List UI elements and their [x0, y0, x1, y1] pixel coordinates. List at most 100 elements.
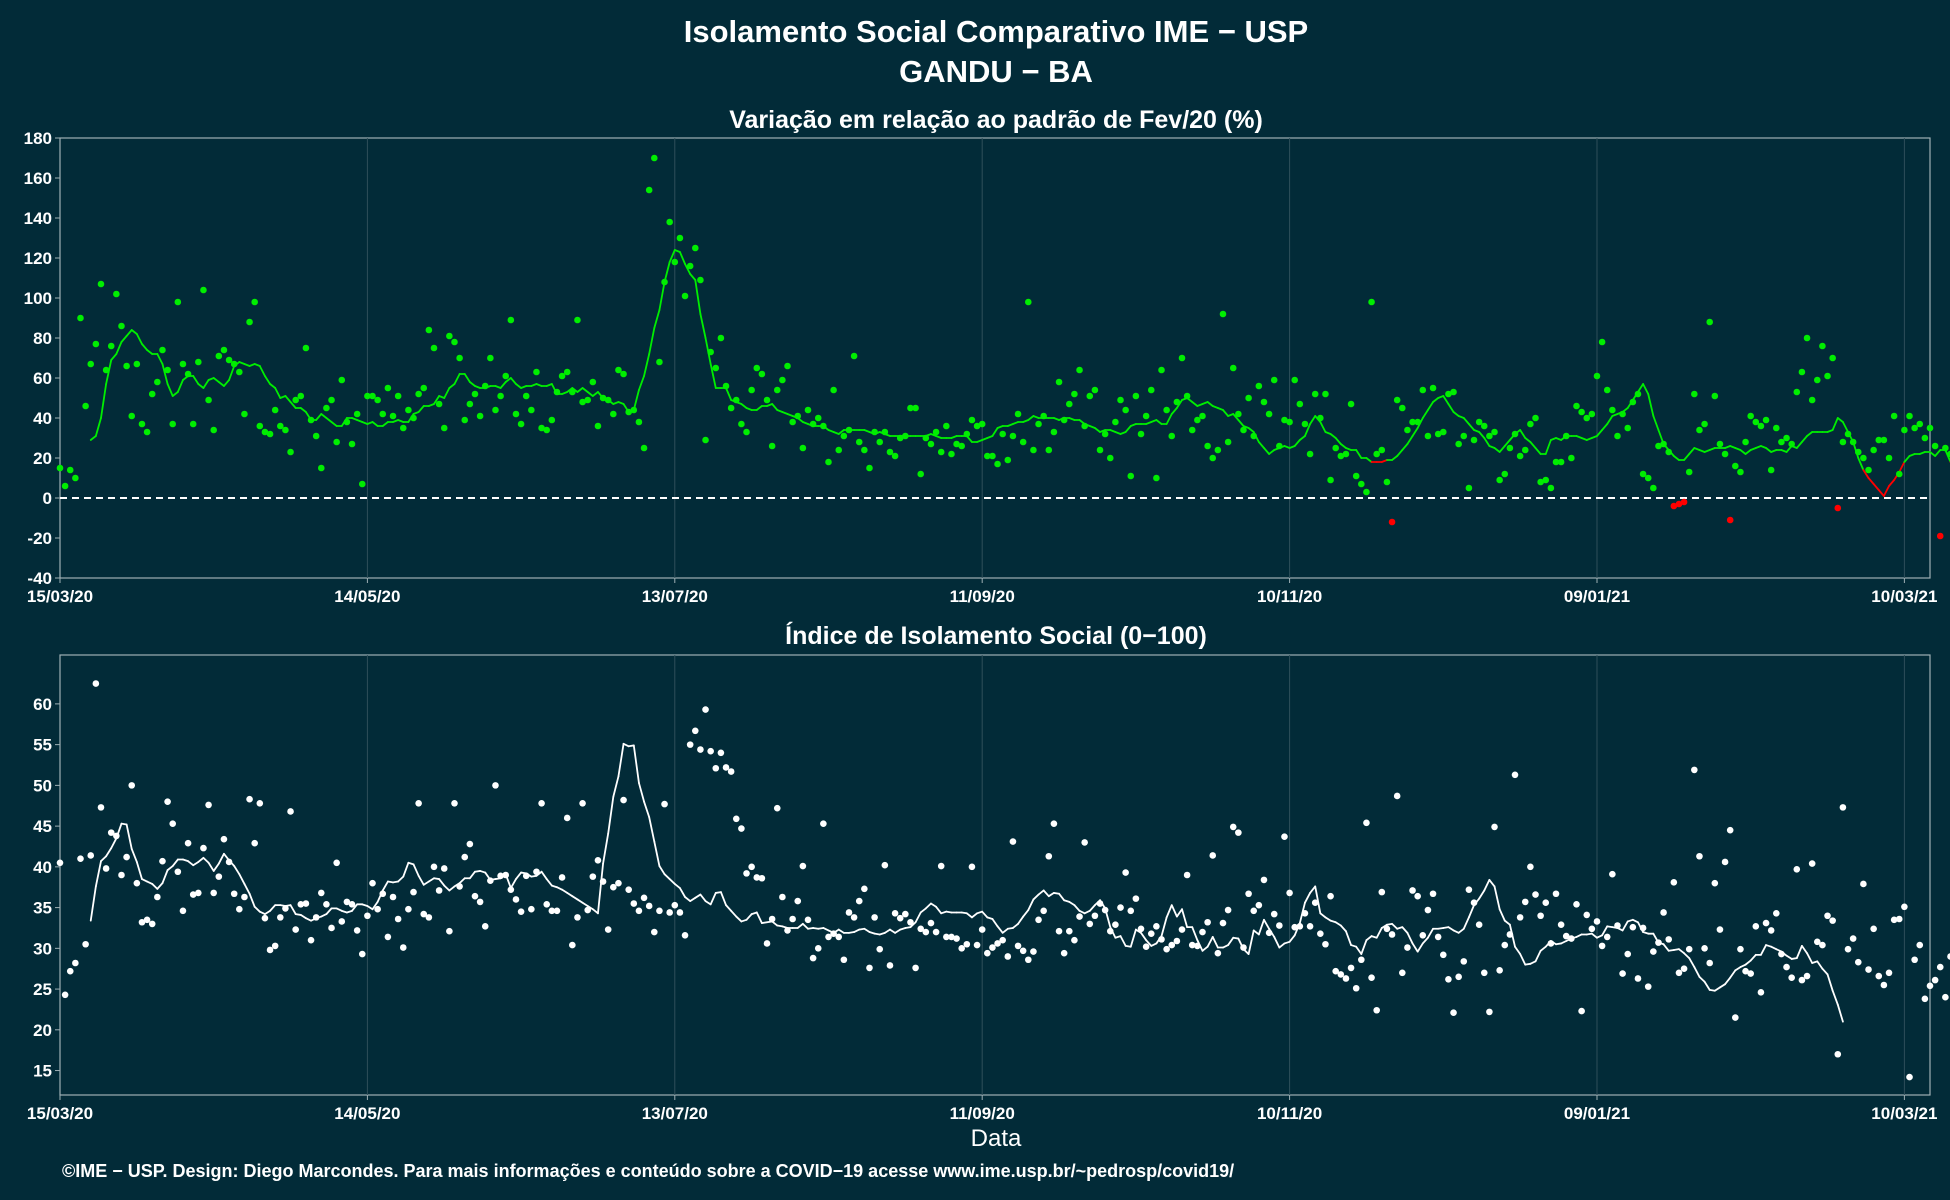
variation-point	[651, 154, 658, 162]
variation-point	[840, 432, 848, 440]
variation-point	[768, 442, 776, 450]
index-point	[1306, 923, 1314, 930]
index-point	[364, 912, 371, 920]
variation-point	[251, 298, 258, 306]
variation-moving-average-line	[448, 383, 456, 389]
variation-moving-average-line	[1027, 415, 1035, 421]
variation-point	[481, 382, 489, 390]
variation-moving-average-line	[1862, 469, 1870, 479]
variation-point	[123, 362, 130, 370]
index-point	[61, 991, 69, 999]
index-moving-average-line	[381, 880, 389, 892]
variation-moving-average-line	[504, 377, 512, 383]
index-moving-average-line	[725, 904, 733, 912]
variation-moving-average-line	[981, 437, 989, 441]
index-point	[384, 933, 392, 941]
variation-moving-average-line	[1488, 445, 1496, 449]
index-moving-average-line	[417, 874, 425, 886]
x-tick-label: 11/09/20	[950, 1104, 1015, 1123]
variation-moving-average-line	[125, 329, 133, 337]
variation-point	[758, 370, 766, 378]
index-point	[148, 920, 156, 928]
index-moving-average-line	[1175, 908, 1183, 918]
variation-point	[225, 356, 233, 364]
index-point	[343, 898, 351, 906]
index-point	[1824, 912, 1831, 920]
variation-moving-average-line	[197, 383, 205, 389]
index-point	[1732, 1014, 1739, 1021]
index-moving-average-line	[638, 782, 645, 803]
index-point	[1168, 941, 1176, 949]
variation-moving-average-line	[1683, 453, 1691, 461]
index-point	[912, 964, 919, 972]
index-point	[1921, 995, 1929, 1003]
index-moving-average-line	[1160, 916, 1168, 938]
index-point	[1450, 1009, 1457, 1017]
variation-moving-average-line	[950, 435, 958, 439]
variation-point	[113, 290, 120, 298]
index-moving-average-line	[1801, 944, 1808, 955]
variation-point	[1439, 428, 1447, 436]
index-point	[481, 923, 489, 930]
index-moving-average-line	[1309, 885, 1317, 894]
index-point	[1363, 819, 1370, 827]
variation-moving-average-line	[1406, 435, 1414, 445]
variation-moving-average-line	[120, 335, 128, 343]
index-moving-average-line	[591, 908, 599, 915]
index-moving-average-line	[1304, 892, 1311, 904]
index-moving-average-line	[1022, 909, 1030, 918]
index-moving-average-line	[1129, 928, 1137, 948]
variation-moving-average-line	[1888, 479, 1896, 487]
index-point	[1091, 912, 1099, 920]
index-moving-average-line	[679, 887, 686, 898]
index-point	[917, 925, 925, 933]
variation-point	[1562, 432, 1570, 440]
variation-moving-average-line	[1647, 393, 1655, 417]
variation-point	[1009, 432, 1017, 440]
index-point	[1065, 927, 1073, 935]
index-point	[753, 874, 761, 881]
variation-point	[56, 464, 64, 472]
variation-point	[1214, 446, 1222, 454]
variation-point	[1696, 426, 1703, 434]
variation-moving-average-line	[1703, 449, 1711, 453]
variation-point	[1824, 372, 1831, 380]
variation-moving-average-line	[545, 383, 553, 387]
variation-point	[1942, 444, 1949, 452]
variation-point	[1527, 420, 1534, 428]
variation-point	[630, 406, 638, 414]
index-point	[574, 914, 581, 921]
variation-point	[1450, 388, 1457, 396]
variation-moving-average-line	[1580, 437, 1588, 441]
index-moving-average-line	[1083, 909, 1091, 915]
variation-point	[184, 370, 192, 378]
variation-moving-average-line	[1237, 419, 1245, 427]
index-moving-average-line	[561, 888, 569, 894]
y-tick-label: 35	[33, 899, 52, 918]
index-point	[651, 928, 658, 936]
index-moving-average-line	[1590, 932, 1598, 939]
index-moving-average-line	[371, 900, 379, 911]
index-point	[1701, 945, 1708, 952]
index-point	[1025, 956, 1032, 964]
index-point	[1624, 950, 1632, 958]
variation-point	[384, 384, 392, 392]
index-point	[702, 706, 709, 713]
variation-point	[1296, 400, 1304, 408]
index-point	[169, 820, 177, 827]
variation-moving-average-line	[935, 435, 943, 439]
variation-point	[1767, 466, 1775, 474]
variation-moving-average-line	[781, 411, 789, 415]
variation-point	[1793, 388, 1801, 396]
index-point	[1639, 924, 1647, 932]
variation-point	[435, 400, 443, 408]
index-point	[1281, 833, 1288, 841]
variation-moving-average-line	[1032, 415, 1040, 419]
index-moving-average-line	[704, 900, 712, 906]
index-moving-average-line	[1683, 952, 1691, 960]
variation-moving-average-line	[289, 401, 297, 409]
variation-point	[1163, 406, 1170, 414]
variation-point	[461, 416, 469, 424]
index-moving-average-line	[1380, 923, 1388, 929]
index-point	[820, 820, 827, 827]
